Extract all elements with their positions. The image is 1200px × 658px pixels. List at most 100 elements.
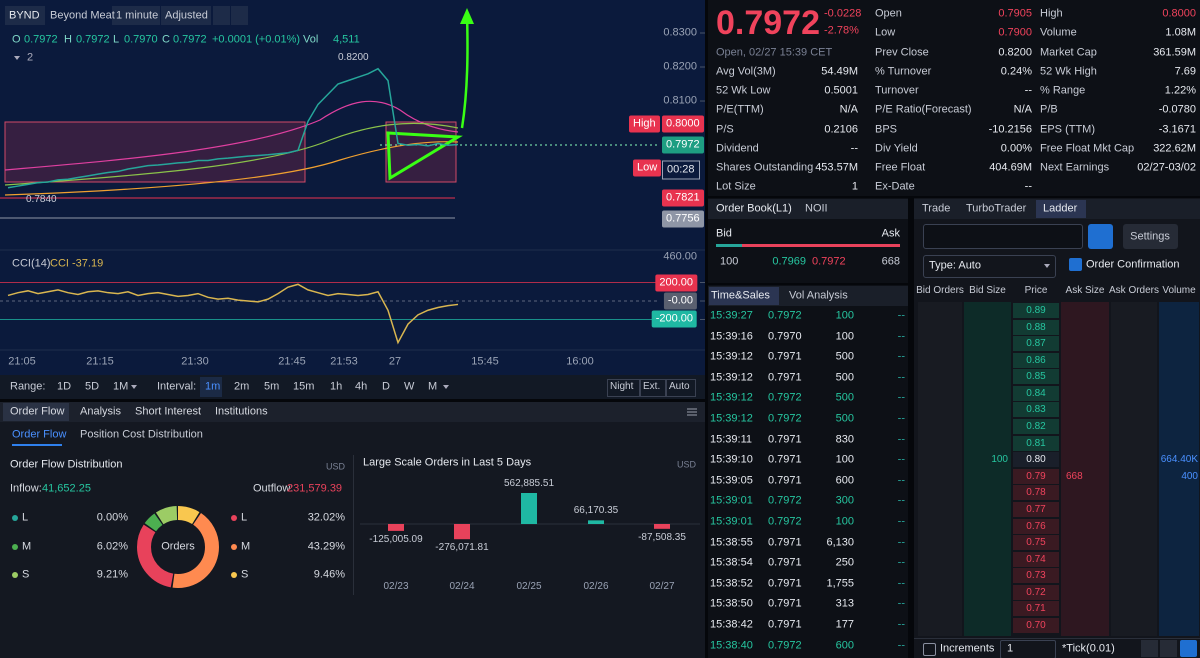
trade-price: 0.7972 bbox=[768, 412, 802, 425]
price-cell[interactable] bbox=[1013, 402, 1059, 418]
price-cell[interactable] bbox=[1013, 468, 1059, 484]
range-option[interactable]: 1M bbox=[113, 380, 129, 393]
stat-value: 322.62M bbox=[1153, 142, 1196, 155]
target-button[interactable] bbox=[1180, 640, 1197, 657]
tab[interactable]: Time&Sales bbox=[711, 289, 770, 302]
price-cell[interactable] bbox=[1013, 618, 1059, 634]
ladder-price: 0.74 bbox=[1026, 553, 1046, 565]
menu-icon[interactable] bbox=[687, 408, 697, 416]
bottom-tab[interactable]: Analysis bbox=[80, 405, 121, 418]
toggle[interactable]: Night bbox=[610, 381, 634, 392]
stat-value: 0.7900 bbox=[998, 26, 1032, 39]
interval-option[interactable]: W bbox=[404, 380, 415, 393]
up-button[interactable] bbox=[1141, 640, 1158, 657]
price-cell[interactable] bbox=[1013, 551, 1059, 567]
toggle[interactable]: Ext. bbox=[643, 381, 661, 392]
bar bbox=[654, 524, 670, 529]
trade-flag: -- bbox=[897, 412, 905, 425]
time-label: 21:45 bbox=[278, 355, 306, 368]
interval-option[interactable]: 1m bbox=[205, 380, 221, 393]
range-option[interactable]: 1D bbox=[57, 380, 72, 393]
toggle-box[interactable] bbox=[666, 379, 696, 397]
price-cell[interactable] bbox=[1013, 568, 1059, 584]
trade-time: 15:38:52 bbox=[710, 577, 753, 590]
down-button[interactable] bbox=[1160, 640, 1177, 657]
ask-header: Ask bbox=[881, 227, 900, 240]
stat-label: BPS bbox=[875, 123, 898, 136]
interval-option[interactable]: 1h bbox=[330, 380, 343, 393]
column-header: Bid Size bbox=[969, 285, 1006, 296]
type-select[interactable] bbox=[923, 255, 1056, 278]
tab[interactable]: Ladder bbox=[1043, 202, 1078, 215]
tab[interactable]: Trade bbox=[922, 202, 951, 215]
price-cell[interactable] bbox=[1013, 419, 1059, 435]
interval-option[interactable]: 2m bbox=[234, 380, 250, 393]
interval-option[interactable]: 5m bbox=[264, 380, 280, 393]
trade-flag: -- bbox=[897, 433, 905, 446]
tab[interactable]: Vol Analysis bbox=[789, 289, 848, 302]
stat-label: Volume bbox=[1040, 26, 1077, 39]
trade-flag: -- bbox=[897, 618, 905, 631]
toggle-box[interactable] bbox=[607, 379, 640, 397]
settings-button[interactable] bbox=[1123, 224, 1178, 249]
inflow-label: Inflow: bbox=[10, 482, 42, 495]
time-label: 21:53 bbox=[330, 355, 358, 368]
price-cell[interactable] bbox=[1013, 452, 1059, 468]
ladder-price: 0.72 bbox=[1026, 586, 1046, 598]
trade-price: 0.7972 bbox=[768, 309, 802, 322]
bar bbox=[388, 524, 404, 531]
symbol-box bbox=[5, 6, 45, 25]
ma-tag: 0.7756 bbox=[662, 210, 704, 228]
sub-tab[interactable]: Order Flow bbox=[12, 428, 67, 441]
trade-flag: -- bbox=[897, 309, 905, 322]
search-input[interactable] bbox=[923, 224, 1083, 249]
interval-option[interactable]: 15m bbox=[293, 380, 315, 393]
inflow-value: 41,652.25 bbox=[42, 482, 91, 495]
price-cell[interactable] bbox=[1013, 535, 1059, 551]
bottom-tab[interactable]: Institutions bbox=[215, 405, 268, 418]
bottom-tab[interactable]: Order Flow bbox=[10, 405, 65, 418]
price-cell[interactable] bbox=[1013, 385, 1059, 401]
settings-label[interactable]: Settings bbox=[1130, 230, 1170, 243]
type-select-label[interactable]: Type: Auto bbox=[929, 259, 981, 272]
checkbox[interactable] bbox=[1069, 258, 1082, 271]
price-cell[interactable] bbox=[1013, 435, 1059, 451]
range-option[interactable]: 5D bbox=[85, 380, 100, 393]
price-cell[interactable] bbox=[1013, 319, 1059, 335]
increments-input[interactable] bbox=[1000, 640, 1056, 658]
sub-tab[interactable]: Position Cost Distribution bbox=[80, 428, 203, 441]
active-bottom-tab[interactable] bbox=[3, 403, 69, 421]
active-tab[interactable] bbox=[1036, 200, 1086, 218]
toggle[interactable]: Auto bbox=[669, 381, 690, 392]
trade-time: 15:39:12 bbox=[710, 412, 753, 425]
price-cell[interactable] bbox=[1013, 485, 1059, 501]
sub-tab-underline bbox=[12, 444, 62, 446]
interval-option[interactable]: D bbox=[382, 380, 390, 393]
bottom-tab[interactable]: Short Interest bbox=[135, 405, 202, 418]
toggle-box[interactable] bbox=[640, 379, 666, 397]
active-tab[interactable] bbox=[709, 287, 779, 305]
price-cell[interactable] bbox=[1013, 336, 1059, 352]
price-cell[interactable] bbox=[1013, 518, 1059, 534]
price-cell[interactable] bbox=[1013, 584, 1059, 600]
price-cell[interactable] bbox=[1013, 352, 1059, 368]
tab[interactable]: TurboTrader bbox=[966, 202, 1027, 215]
price-cell[interactable] bbox=[1013, 303, 1059, 318]
stat-value: -- bbox=[850, 142, 858, 155]
price-cell[interactable] bbox=[1013, 601, 1059, 617]
ladder-price: 0.70 bbox=[1026, 620, 1046, 632]
interval-option[interactable]: M bbox=[428, 380, 438, 393]
icon-box[interactable] bbox=[231, 6, 248, 25]
active-interval[interactable] bbox=[200, 377, 222, 397]
column-bg bbox=[1159, 302, 1199, 636]
checkbox[interactable] bbox=[923, 643, 936, 656]
trade-flag: -- bbox=[897, 515, 905, 528]
price-cell[interactable] bbox=[1013, 369, 1059, 385]
cci-tick-label: -0.00 bbox=[663, 292, 697, 310]
tab[interactable]: Order Book(L1) bbox=[716, 202, 792, 215]
interval-option[interactable]: 4h bbox=[355, 380, 368, 393]
tab[interactable]: NOII bbox=[805, 202, 828, 215]
icon-box[interactable] bbox=[213, 6, 230, 25]
price-cell[interactable] bbox=[1013, 501, 1059, 517]
stack-button[interactable] bbox=[1088, 224, 1113, 249]
